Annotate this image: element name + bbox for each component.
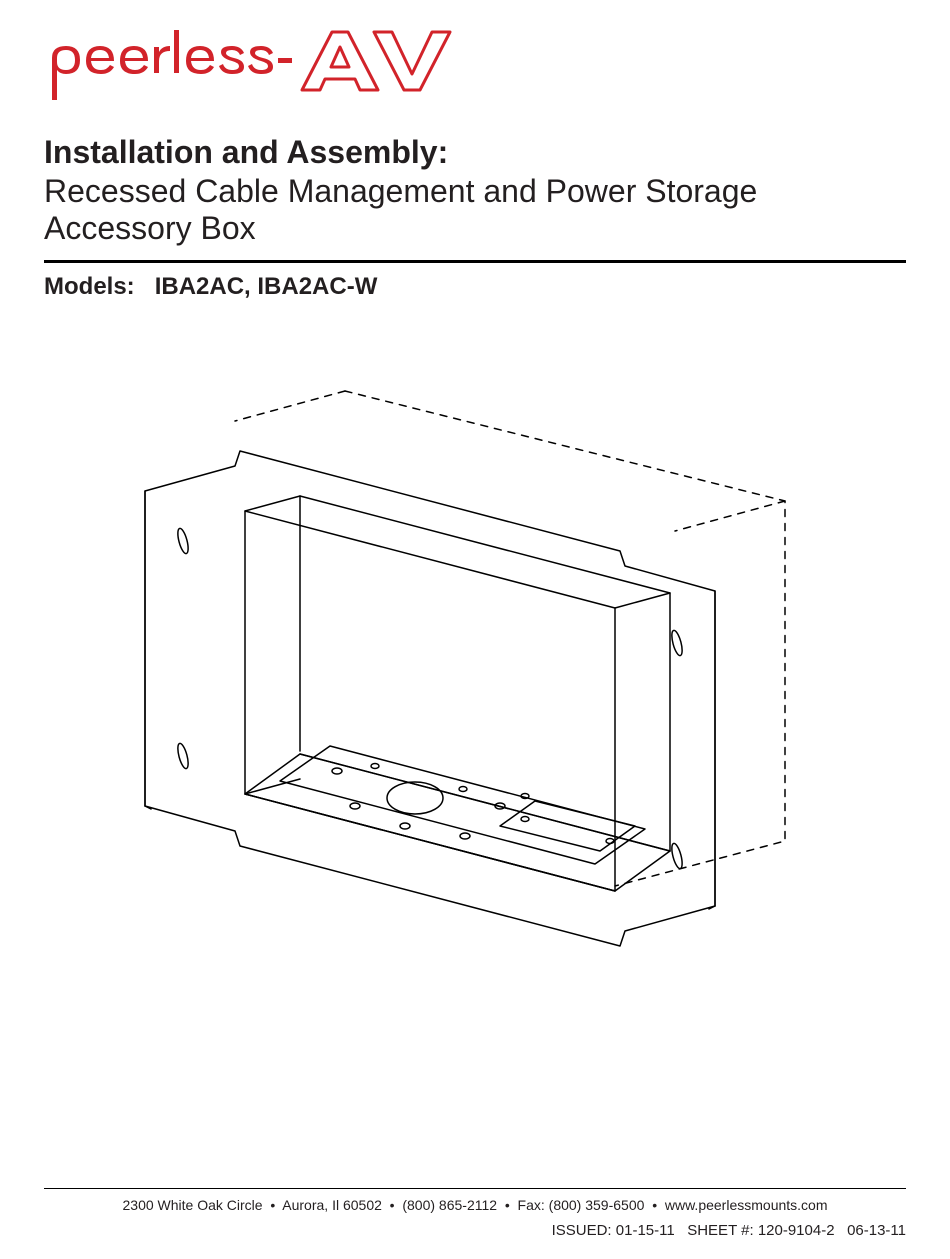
product-diagram	[44, 351, 906, 991]
footer-contact: 2300 White Oak Circle • Aurora, Il 60502…	[0, 1197, 950, 1213]
footer-phone: (800) 865-2112	[402, 1197, 497, 1213]
models-value: IBA2AC, IBA2AC-W	[155, 273, 378, 300]
peerless-av-logo	[44, 28, 474, 116]
footer-url: www.peerlessmounts.com	[665, 1197, 828, 1213]
footer-divider	[44, 1188, 906, 1189]
title-line-2: Accessory Box	[44, 210, 906, 247]
header-divider	[44, 260, 906, 263]
isometric-box-drawing	[105, 351, 845, 991]
title-line-1: Recessed Cable Management and Power Stor…	[44, 173, 906, 210]
issued-label: ISSUED:	[552, 1222, 612, 1239]
footer-fax: (800) 359-6500	[549, 1197, 645, 1213]
rev-date: 06-13-11	[847, 1222, 906, 1239]
models-label: Models:	[44, 273, 135, 300]
sheet-label: SHEET #:	[687, 1222, 753, 1239]
footer-city: Aurora, Il 60502	[282, 1197, 382, 1213]
footer-fax-label: Fax:	[518, 1197, 545, 1213]
title-bold: Installation and Assembly:	[44, 134, 906, 171]
brand-logo	[44, 28, 906, 116]
models-line: Models: IBA2AC, IBA2AC-W	[44, 273, 906, 301]
footer-address: 2300 White Oak Circle	[123, 1197, 263, 1213]
issued-date: 01-15-11	[616, 1222, 675, 1239]
issued-line: ISSUED: 01-15-11 SHEET #: 120-9104-2 06-…	[552, 1222, 906, 1239]
sheet-no: 120-9104-2	[758, 1222, 835, 1239]
document-title: Installation and Assembly: Recessed Cabl…	[44, 134, 906, 246]
